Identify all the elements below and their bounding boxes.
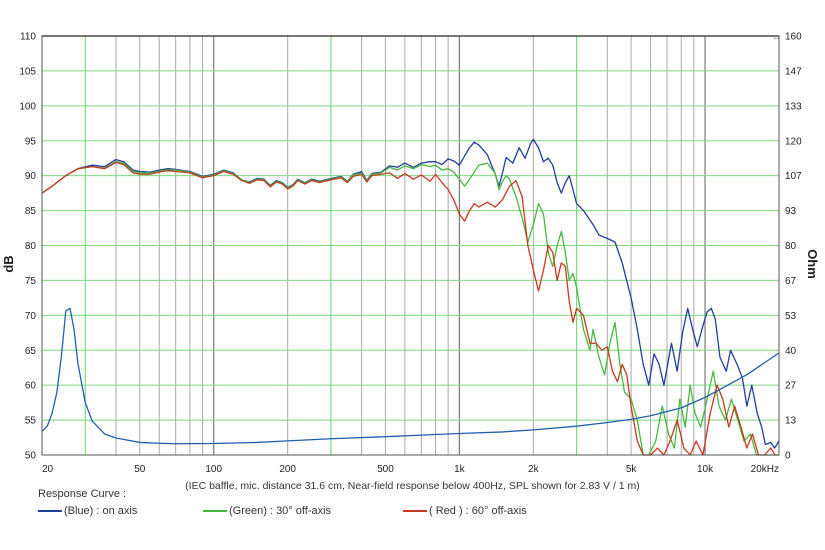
series-line-3 [41,307,780,445]
legend-label-red: ( Red ) : 60° off-axis [429,505,527,517]
y2-tick-label: 120 [785,136,802,147]
y2-tick-label: 53 [785,311,797,322]
x-tick-label: 20kHz [751,464,779,475]
legend-row: (Blue) : on axis (Green) : 30° off-axis … [38,505,603,517]
y2-tick-label: 27 [785,381,797,392]
plot-frame [41,35,780,456]
x-tick-label: 2k [528,464,540,475]
y2-axis-title: Ohm [805,249,820,279]
y2-tick-label: 133 [785,101,802,112]
series-line-2 [41,161,779,456]
y-tick-label: 85 [25,206,37,217]
legend-label-green: (Green) : 30° off-axis [229,505,332,517]
y2-tick-label: 80 [785,241,797,252]
y2-tick-label: 160 [785,32,802,43]
x-tick-label: 5k [626,464,638,475]
legend-swatch-red [403,510,427,512]
y2-tick-label: 0 [785,451,791,462]
y-tick-label: 105 [19,66,36,77]
y-tick-label: 75 [25,276,37,287]
legend-swatch-blue [38,510,62,512]
series-line-1 [41,161,779,456]
x-tick-label: 500 [377,464,394,475]
y-tick-label: 55 [25,416,37,427]
y2-tick-label: 93 [785,206,797,217]
x-tick-label: 50 [134,464,146,475]
y2-tick-label: 67 [785,276,797,287]
legend-swatch-green [203,510,227,512]
legend-label-blue: (Blue) : on axis [64,505,138,517]
y-tick-label: 60 [25,381,37,392]
x-tick-label: 100 [205,464,222,475]
y-tick-label: 90 [25,171,37,182]
legend-item-blue: (Blue) : on axis [38,505,203,517]
x-tick-label: 1k [454,464,466,475]
y-tick-label: 80 [25,241,37,252]
y-tick-label: 110 [20,32,36,43]
y-axis-title: dB [1,255,16,272]
x-tick-label: 10k [697,464,714,475]
y-tick-label: 65 [25,346,37,357]
legend-item-red: ( Red ) : 60° off-axis [403,505,603,517]
y2-tick-label: 147 [785,66,802,77]
y-tick-label: 50 [25,451,37,462]
y2-tick-label: 40 [785,346,797,357]
y-tick-label: 70 [25,311,37,322]
chart-caption: (IEC baffle, mic. distance 31.6 cm, Near… [185,480,640,492]
ticks: 20 50 100 200 500 1k 2k 5k 10k 20kHz 50 55 60 65 70 75 8… [19,32,802,476]
series-group [41,138,780,456]
x-tick-label: 200 [279,464,296,475]
legend-item-green: (Green) : 30° off-axis [203,505,403,517]
y-tick-label: 95 [25,136,37,147]
legend: Response Curve : (Blue) : on axis (Green… [38,488,603,517]
y2-tick-label: 107 [785,171,802,182]
x-tick-label: 20 [42,464,54,475]
legend-title: Response Curve : [38,488,127,500]
y2-tick-label: 13 [785,416,797,427]
corner-mark: ↕ [771,36,781,41]
y-tick-label: 100 [19,101,36,112]
